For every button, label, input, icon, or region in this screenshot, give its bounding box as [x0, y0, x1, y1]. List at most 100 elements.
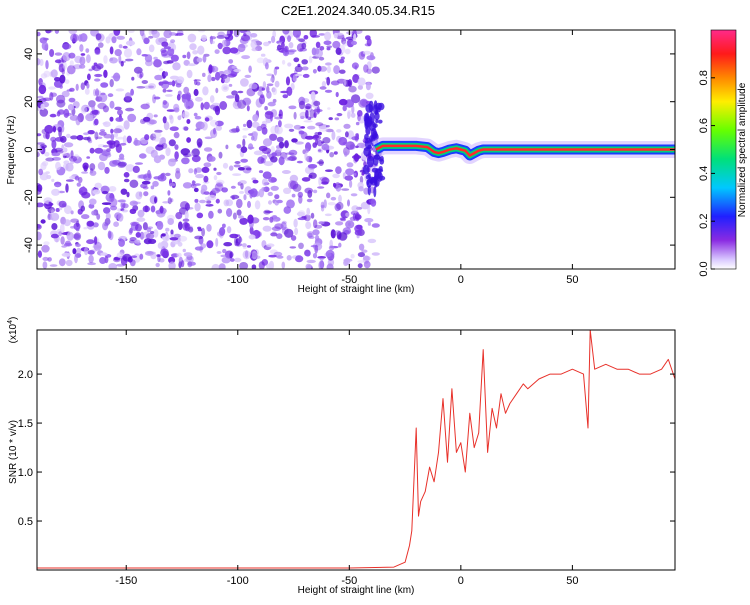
noise-blob	[240, 183, 244, 190]
noise-blob	[222, 223, 226, 228]
noise-blob	[182, 54, 187, 59]
noise-blob	[175, 212, 183, 220]
noise-blob	[278, 156, 285, 166]
noise-blob	[84, 88, 90, 95]
noise-blob	[367, 221, 371, 226]
noise-blob	[80, 105, 88, 114]
noise-blob	[288, 180, 297, 190]
noise-blob	[238, 236, 242, 244]
noise-blob	[109, 46, 114, 55]
snr-y-axis-label: SNR (10 * v/v)	[8, 420, 19, 484]
noise-blob	[48, 201, 52, 205]
noise-blob	[188, 168, 194, 174]
noise-blob	[45, 157, 55, 162]
noise-blob	[123, 172, 130, 178]
noise-blob	[270, 185, 279, 191]
noise-blob	[45, 60, 49, 70]
noise-blob	[100, 252, 108, 256]
noise-blob	[136, 48, 142, 56]
noise-blob	[95, 88, 100, 98]
noise-blob	[41, 41, 49, 51]
snr-y-tick-label: 2.0	[18, 369, 33, 381]
noise-blob	[194, 167, 203, 173]
noise-blob	[167, 190, 171, 196]
noise-blob	[226, 95, 235, 99]
noise-blob	[269, 133, 278, 141]
noise-blob	[316, 139, 323, 147]
noise-blob	[184, 222, 191, 232]
noise-blob	[152, 30, 160, 38]
noise-blob	[123, 48, 133, 58]
noise-blob	[168, 114, 173, 120]
noise-blob	[225, 144, 229, 150]
noise-blob	[94, 182, 102, 189]
noise-blob	[129, 227, 133, 234]
noise-blob	[335, 47, 342, 55]
noise-blob	[215, 237, 219, 247]
noise-blob	[45, 171, 50, 174]
noise-blob	[194, 202, 201, 212]
noise-blob	[218, 151, 223, 159]
noise-blob	[122, 203, 129, 209]
noise-blob	[308, 172, 317, 179]
noise-blob	[232, 212, 237, 220]
noise-blob	[101, 190, 109, 195]
noise-blob	[118, 238, 125, 247]
snr-y-multiplier: (x104)	[7, 317, 19, 344]
noise-blob	[49, 113, 57, 118]
colorbar: 0.0 0.2 0.4 0.6 0.8 Normalized spectral ampl…	[698, 29, 748, 277]
noise-blob	[220, 254, 227, 258]
noise-blob	[54, 52, 63, 56]
noise-edge-blob	[365, 125, 371, 135]
noise-blob	[263, 41, 270, 47]
noise-blob	[320, 205, 325, 212]
noise-blob	[109, 116, 114, 122]
noise-blob	[282, 94, 289, 99]
noise-blob	[62, 52, 71, 62]
noise-blob	[186, 51, 191, 60]
noise-blob	[318, 149, 322, 152]
noise-blob	[147, 83, 156, 90]
noise-blob	[242, 135, 247, 139]
noise-blob	[229, 47, 239, 54]
noise-blob	[286, 86, 293, 97]
noise-blob	[267, 101, 276, 107]
noise-blob	[42, 97, 52, 102]
noise-blob	[284, 45, 289, 53]
noise-blob	[87, 73, 91, 81]
noise-blob	[119, 153, 125, 160]
noise-blob	[163, 121, 170, 131]
snr-y-multiplier-exponent: 4	[7, 320, 14, 324]
noise-blob	[174, 144, 179, 150]
noise-blob	[195, 96, 203, 102]
noise-blob	[64, 79, 70, 84]
noise-blob	[196, 212, 204, 219]
noise-blob	[62, 147, 68, 153]
noise-blob	[92, 65, 102, 72]
noise-blob	[180, 260, 185, 268]
noise-blob	[89, 198, 97, 205]
noise-blob	[262, 225, 272, 232]
noise-blob	[141, 32, 146, 41]
noise-blob	[111, 36, 117, 44]
noise-blob	[313, 108, 323, 113]
noise-blob	[113, 140, 120, 148]
noise-blob	[86, 136, 92, 142]
noise-blob	[219, 101, 228, 110]
noise-blob	[239, 262, 249, 269]
noise-blob	[227, 73, 237, 78]
noise-blob	[176, 252, 182, 258]
noise-blob	[91, 104, 95, 112]
noise-blob	[183, 86, 190, 94]
noise-blob	[278, 113, 282, 117]
noise-blob	[203, 162, 212, 168]
noise-blob	[326, 65, 331, 74]
noise-blob	[322, 137, 331, 144]
noise-blob	[349, 179, 353, 188]
noise-blob	[273, 67, 278, 76]
noise-blob	[315, 122, 324, 127]
noise-blob	[344, 48, 351, 55]
noise-blob	[86, 220, 95, 227]
noise-blob	[226, 30, 232, 37]
noise-blob	[305, 263, 312, 269]
